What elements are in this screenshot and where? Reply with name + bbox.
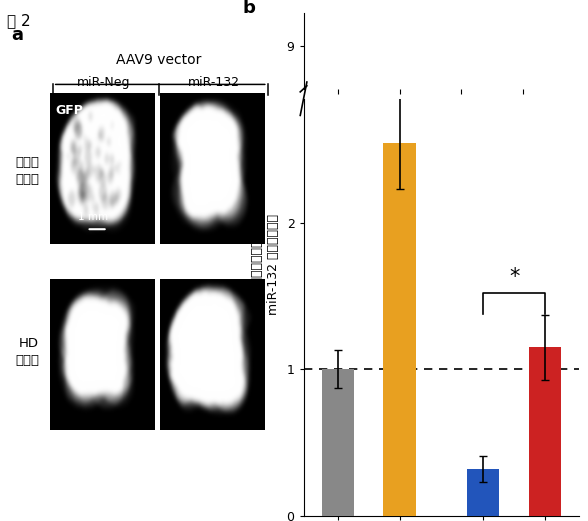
Text: 野生型
マウス: 野生型 マウス bbox=[15, 156, 39, 187]
Text: a: a bbox=[11, 26, 24, 44]
Text: GFP: GFP bbox=[55, 104, 83, 117]
Bar bbox=[322, 369, 354, 516]
Bar bbox=[383, 143, 416, 516]
Text: HD
マウス: HD マウス bbox=[15, 338, 39, 367]
Bar bbox=[467, 469, 499, 516]
Text: *: * bbox=[509, 267, 519, 288]
Text: miR-132: miR-132 bbox=[188, 76, 240, 89]
Text: 線条体における
miR-132 の発現レベル: 線条体における miR-132 の発現レベル bbox=[251, 214, 280, 315]
Text: miR-Neg: miR-Neg bbox=[77, 76, 131, 89]
Text: 1 mm: 1 mm bbox=[78, 212, 108, 221]
Text: 図 2: 図 2 bbox=[7, 13, 31, 28]
Bar bbox=[529, 348, 561, 516]
Text: AAV9 vector: AAV9 vector bbox=[116, 53, 202, 67]
Text: b: b bbox=[243, 0, 256, 17]
